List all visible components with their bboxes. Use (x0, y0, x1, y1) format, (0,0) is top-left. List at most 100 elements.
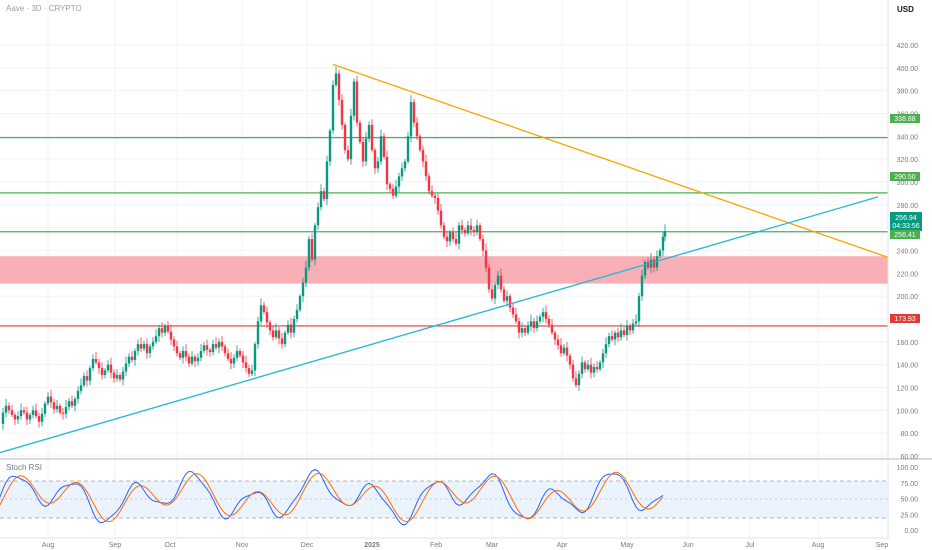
candle-body (529, 321, 533, 326)
candle-body (13, 414, 17, 420)
candle-body (49, 396, 53, 403)
candle-body (100, 368, 104, 375)
candle-body (259, 305, 263, 322)
candle-body (400, 168, 404, 177)
candle-body (187, 356, 191, 364)
candle-body (463, 229, 467, 234)
price-tick: 220.00 (897, 271, 919, 278)
stoch-k-line (0, 468, 664, 526)
descending-trendline (332, 63, 889, 258)
candle-body (40, 413, 44, 422)
candle-body (136, 344, 140, 351)
currency-label[interactable]: USD (897, 5, 914, 14)
candle-body (325, 161, 329, 200)
price-tick: 380.00 (897, 89, 919, 96)
candle-body (76, 390, 80, 399)
candle-body (484, 250, 488, 268)
candle-body (427, 176, 431, 192)
candle-body (514, 314, 518, 322)
candle-body (298, 296, 302, 310)
candle-body (121, 371, 125, 380)
candle-body (658, 250, 662, 257)
candle-body (433, 195, 437, 198)
candle-body (94, 358, 98, 363)
time-tick: Dec (301, 542, 314, 549)
candle-body (541, 312, 545, 317)
candle-body (181, 350, 185, 358)
candle-body (52, 402, 56, 410)
candle-body (643, 261, 647, 276)
candle-body (79, 385, 83, 391)
candle-body (451, 232, 455, 240)
candle-body (310, 239, 314, 260)
price-tick: 420.00 (897, 43, 919, 50)
price-axis[interactable]: 420.00400.00380.00360.00340.00320.00300.… (897, 43, 919, 461)
candle-body (253, 344, 257, 371)
candle-body (505, 296, 509, 301)
candle-body (133, 350, 137, 361)
candle-body (130, 356, 134, 361)
candle-body (622, 330, 626, 335)
time-tick: Aug (42, 542, 55, 549)
price-tick: 80.00 (900, 431, 918, 438)
candle-body (154, 336, 158, 342)
candle-body (334, 73, 338, 85)
candle-body (157, 328, 161, 337)
candle-body (604, 344, 608, 354)
candle-body (475, 225, 479, 233)
candle-body (652, 259, 656, 268)
candle-body (583, 362, 587, 370)
candle-body (277, 330, 281, 339)
candle-body (322, 191, 326, 200)
candle-body (337, 73, 341, 100)
candle-body (580, 362, 584, 374)
candle-body (265, 312, 269, 323)
candle-body (328, 130, 332, 162)
candlesticks (1, 66, 667, 430)
candle-body (547, 319, 551, 325)
price-tick: 340.00 (897, 134, 919, 141)
candle-body (37, 416, 41, 422)
stoch-tick: 0.00 (904, 528, 918, 535)
candle-body (382, 136, 386, 157)
candle-body (508, 296, 512, 308)
last-price-text: 256.94 (895, 215, 917, 222)
label-290: 290.50 (890, 172, 920, 181)
time-tick: Sep (109, 542, 122, 549)
candle-body (496, 275, 500, 285)
candle-body (397, 176, 401, 187)
candle-body (349, 115, 353, 160)
candle-body (607, 336, 611, 345)
candle-body (592, 366, 596, 373)
candle-body (406, 136, 410, 162)
candle-body (538, 316, 542, 322)
time-axis[interactable]: Aug Sep Oct Nov Dec 2025 Feb Mar Apr May Jun Jul Aug… (42, 542, 889, 549)
candle-body (478, 225, 482, 240)
price-tick: 400.00 (897, 66, 919, 73)
candle-body (169, 331, 173, 340)
price-tick: 320.00 (897, 157, 919, 164)
candle-body (448, 232, 452, 242)
symbol-title[interactable]: Aave · 3D · CRYPTO (6, 4, 82, 13)
candle-body (619, 330, 623, 338)
candle-body (640, 275, 644, 297)
time-tick: May (620, 542, 634, 549)
candle-body (415, 122, 419, 137)
candle-body (379, 136, 383, 162)
candle-body (352, 81, 356, 116)
candle-body (571, 364, 575, 379)
label-256-text: 256.41 (894, 232, 916, 239)
candle-body (10, 410, 14, 415)
candle-body (241, 355, 245, 363)
candle-body (412, 102, 416, 123)
candle-body (544, 312, 548, 319)
candle-body (292, 319, 296, 333)
candle-body (307, 239, 311, 268)
candle-body (376, 161, 380, 169)
stoch-axis[interactable]: 100.00 75.00 50.00 25.00 0.00 (897, 465, 919, 535)
candle-body (391, 188, 395, 196)
stoch-tick: 100.00 (897, 465, 919, 472)
candle-body (301, 282, 305, 297)
candle-body (355, 81, 359, 123)
